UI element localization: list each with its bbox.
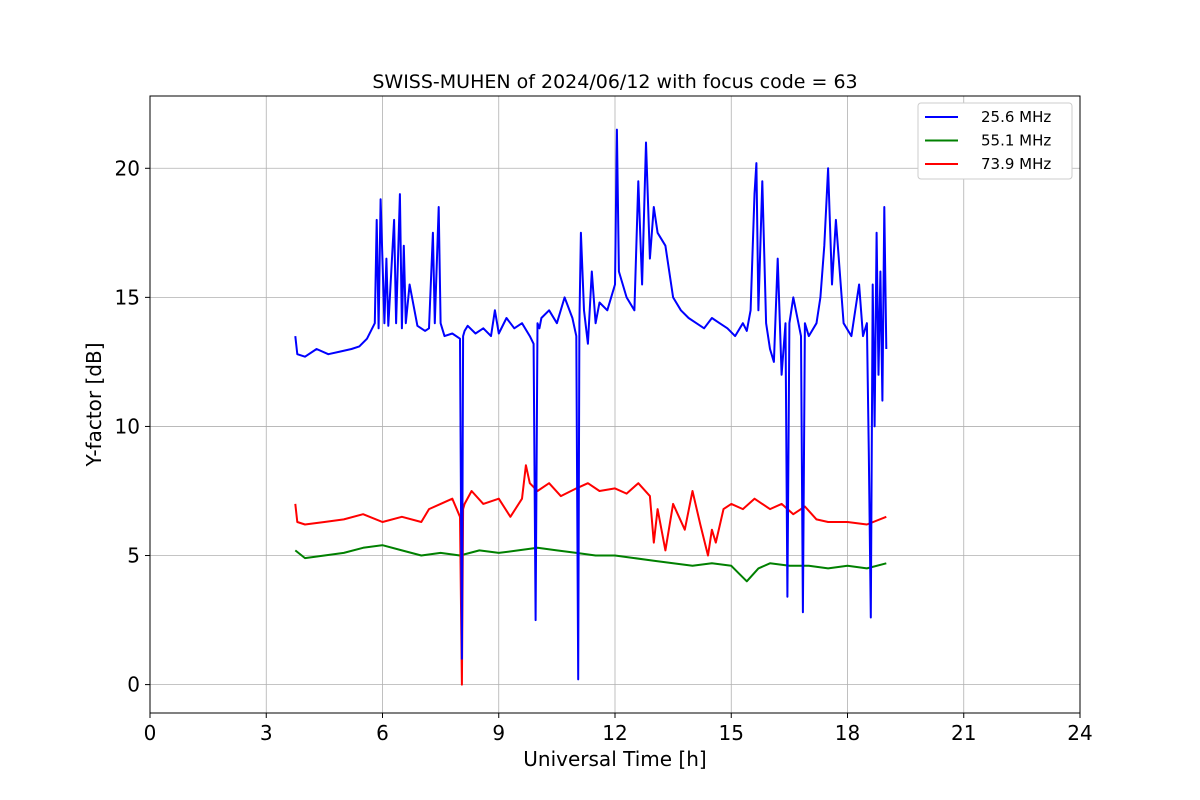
x-tick-label: 0 [144,721,157,745]
x-tick-label: 12 [602,721,627,745]
legend: 25.6 MHz 55.1 MHz 73.9 MHz [917,102,1073,180]
x-tick-label: 24 [1067,721,1092,745]
x-tick-label: 3 [260,721,273,745]
y-tick-label: 0 [127,673,140,697]
x-tick-label: 15 [719,721,744,745]
series-line-2 [294,544,887,583]
legend-label: 73.9 MHz [981,155,1051,173]
x-tick-label: 6 [376,721,389,745]
x-tick-label: 9 [492,721,505,745]
y-axis-label: Y-factor [dB] [82,342,106,467]
y-tick-label: 10 [115,414,140,438]
legend-label: 25.6 MHz [981,108,1051,126]
x-tick-label: 21 [951,721,976,745]
y-tick-label: 5 [127,544,140,568]
series-layer [294,128,888,686]
legend-box [917,102,1073,180]
axis-ticks: 0 3 6 9 12 15 18 21 24 0 5 10 15 20 [115,156,1093,745]
x-tick-label: 18 [835,721,860,745]
y-tick-label: 20 [115,156,140,180]
x-axis-label: Universal Time [h] [523,747,706,771]
legend-label: 55.1 MHz [981,132,1051,150]
chart-title: SWISS-MUHEN of 2024/06/12 with focus cod… [372,71,857,93]
y-tick-label: 15 [115,285,140,309]
series-line-1 [294,128,888,681]
series-line-3 [294,464,887,686]
